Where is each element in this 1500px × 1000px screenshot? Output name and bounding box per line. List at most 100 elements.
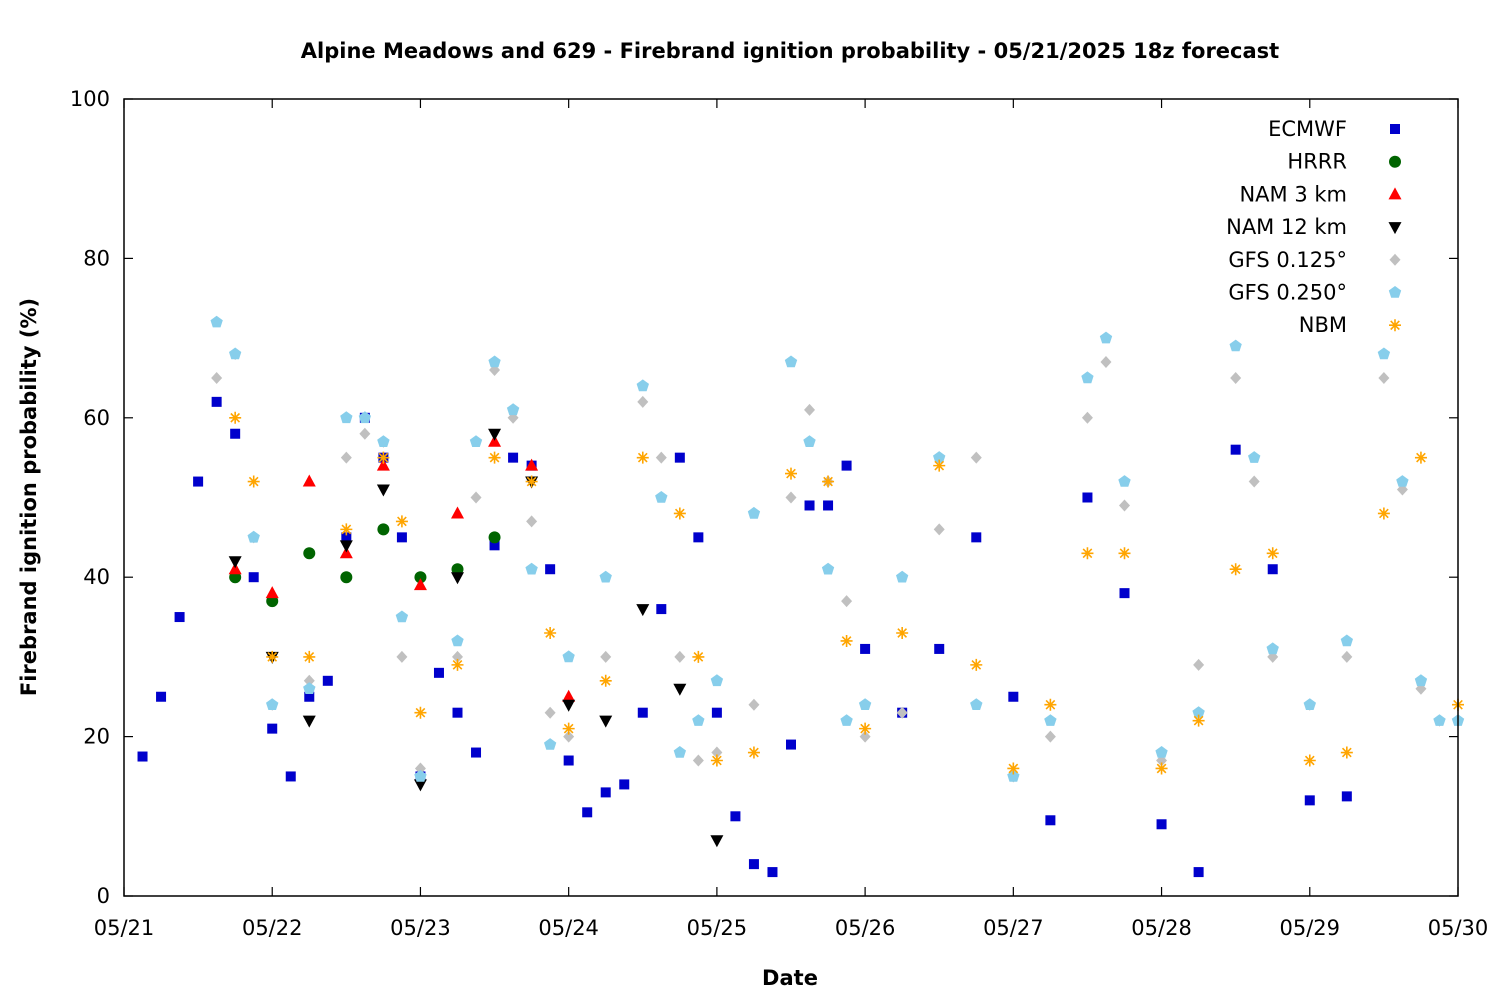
point-gfs-0-250: [1081, 371, 1094, 384]
point-nbm: [266, 650, 279, 663]
point-gfs-0-250: [229, 347, 242, 360]
point-gfs-0-250: [692, 714, 705, 726]
point-ecmwf: [471, 747, 482, 758]
point-nbm: [1414, 451, 1427, 464]
point-gfs-0-250: [210, 315, 223, 328]
point-nbm: [599, 674, 612, 687]
x-tick-label: 05/26: [835, 916, 896, 940]
point-gfs-0-250: [970, 698, 983, 710]
point-gfs-0-250: [1007, 770, 1020, 782]
point-gfs-0-125: [1193, 658, 1205, 671]
point-ecmwf: [1082, 492, 1093, 503]
point-nbm: [1118, 547, 1131, 560]
point-hrrr: [488, 531, 501, 544]
chart-title: Alpine Meadows and 629 - Firebrand ignit…: [301, 39, 1279, 63]
point-gfs-0-125: [452, 650, 463, 663]
legend-marker-gfs-0-125: [1389, 253, 1401, 266]
point-nam-12-km: [636, 604, 650, 617]
y-tick-label: 20: [83, 725, 110, 749]
point-nam-12-km: [228, 556, 242, 569]
point-nbm: [785, 467, 797, 480]
point-gfs-0-125: [933, 523, 945, 536]
legend-label-gfs-0-250: GFS 0.250°: [1228, 281, 1347, 305]
point-nbm: [544, 626, 557, 639]
point-gfs-0-250: [1118, 475, 1131, 487]
point-nam-12-km: [488, 428, 502, 441]
point-gfs-0-125: [970, 451, 982, 464]
point-nbm: [896, 626, 909, 639]
point-gfs-0-125: [563, 730, 575, 743]
point-gfs-0-125: [674, 650, 686, 663]
point-nbm: [303, 650, 316, 663]
x-tick-label: 05/29: [1280, 916, 1341, 940]
point-gfs-0-250: [821, 562, 835, 575]
point-gfs-0-250: [266, 698, 279, 710]
point-gfs-0-125: [1248, 475, 1260, 488]
legend-marker-nam-3-km: [1388, 187, 1402, 200]
point-gfs-0-125: [804, 403, 816, 416]
point-gfs-0-250: [1340, 634, 1353, 647]
point-gfs-0-250: [896, 570, 909, 583]
point-nbm: [840, 634, 853, 647]
point-gfs-0-125: [526, 515, 538, 528]
y-tick-label: 60: [83, 406, 110, 430]
x-tick-label: 05/30: [1428, 916, 1489, 940]
point-gfs-0-125: [859, 730, 871, 743]
point-ecmwf: [1008, 691, 1019, 702]
point-ecmwf: [693, 532, 704, 543]
point-gfs-0-250: [525, 562, 538, 575]
point-ecmwf: [174, 612, 185, 623]
point-hrrr: [340, 571, 353, 584]
point-ecmwf: [211, 396, 222, 407]
point-nbm: [525, 475, 538, 488]
point-gfs-0-125: [1378, 371, 1390, 384]
point-nbm: [414, 706, 427, 719]
point-nbm: [822, 475, 835, 488]
point-hrrr: [414, 571, 427, 584]
point-hrrr: [303, 547, 316, 560]
point-gfs-0-125: [211, 371, 223, 384]
point-nbm: [247, 475, 260, 488]
point-nbm: [747, 746, 760, 759]
point-nbm: [710, 754, 723, 767]
point-gfs-0-250: [1396, 475, 1409, 487]
point-ecmwf: [748, 859, 759, 870]
point-nam-12-km: [339, 540, 353, 553]
point-gfs-0-125: [841, 595, 853, 608]
x-tick-label: 05/28: [1131, 916, 1192, 940]
y-tick-label: 40: [83, 565, 110, 589]
point-gfs-0-250: [1433, 714, 1446, 726]
point-nbm: [229, 411, 242, 424]
x-tick-label: 05/27: [983, 916, 1044, 940]
point-nbm: [970, 658, 983, 671]
x-tick-label: 05/21: [94, 916, 155, 940]
point-gfs-0-125: [396, 650, 408, 663]
point-ecmwf: [1193, 867, 1204, 878]
point-ecmwf: [489, 540, 500, 551]
point-ecmwf: [304, 691, 315, 702]
point-gfs-0-125: [1044, 730, 1056, 743]
point-gfs-0-125: [1081, 411, 1093, 424]
point-nbm: [451, 658, 464, 671]
point-ecmwf: [341, 532, 352, 543]
point-nam-3-km: [562, 689, 576, 702]
point-gfs-0-250: [1099, 331, 1113, 344]
point-gfs-0-250: [673, 746, 686, 758]
point-gfs-0-250: [358, 411, 371, 424]
point-hrrr: [377, 523, 390, 536]
point-nbm: [377, 451, 390, 464]
point-gfs-0-250: [710, 674, 724, 687]
point-ecmwf: [1341, 791, 1352, 802]
point-nbm: [859, 722, 872, 735]
point-nbm: [933, 459, 946, 472]
point-gfs-0-250: [544, 738, 557, 750]
point-nam-12-km: [302, 715, 316, 728]
point-gfs-0-250: [1414, 674, 1428, 687]
point-gfs-0-125: [1119, 499, 1130, 512]
point-ecmwf: [267, 723, 278, 734]
point-gfs-0-125: [1100, 356, 1112, 369]
point-ecmwf: [1156, 819, 1167, 830]
point-gfs-0-250: [488, 355, 501, 368]
